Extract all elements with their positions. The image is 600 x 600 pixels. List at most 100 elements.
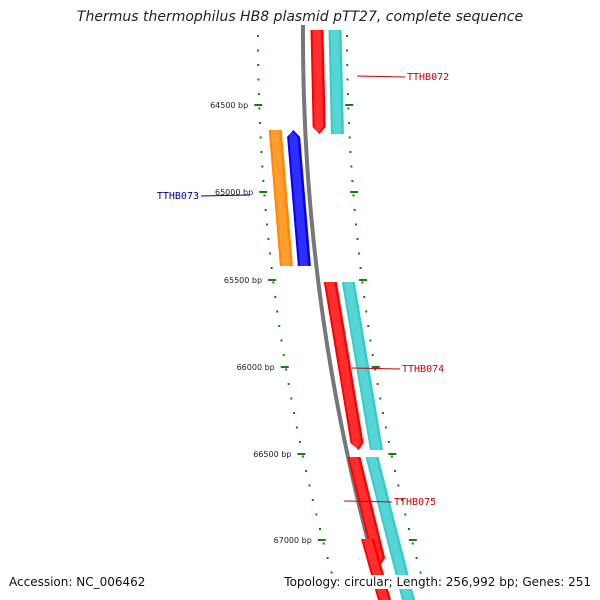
minor-tick-right: [415, 557, 418, 559]
minor-tick-left: [258, 107, 261, 110]
minor-tick-left: [257, 35, 259, 37]
minor-tick-left: [311, 499, 314, 501]
minor-tick-left: [261, 165, 264, 168]
gene-next-cds: [361, 539, 391, 600]
gene-leader-line: [351, 367, 401, 370]
minor-tick-left: [257, 49, 260, 52]
minor-tick-right: [346, 35, 348, 37]
minor-tick-right: [353, 209, 356, 211]
minor-tick-left: [267, 238, 270, 240]
minor-tick-right: [346, 64, 349, 66]
minor-tick-left: [285, 368, 288, 371]
tick-label: 67000 bp: [274, 536, 312, 545]
minor-tick-right: [419, 571, 422, 574]
minor-tick-right: [374, 368, 377, 371]
gene-label-tthb075: TTHB075: [394, 497, 436, 508]
minor-tick-left: [318, 528, 321, 530]
gene-tthb074-gene-shine: [343, 282, 381, 450]
accession-text: Accession: NC_006462: [9, 575, 146, 589]
minor-tick-left: [272, 281, 275, 284]
minor-tick-left: [257, 93, 260, 95]
minor-tick-left: [268, 252, 271, 255]
gene-tthb073-gene-body: [268, 130, 293, 266]
gene-tthb075-cds: [347, 457, 386, 565]
minor-tick-right: [347, 122, 350, 124]
minor-tick-left: [260, 151, 263, 153]
gene-tthb075-gene-body: [365, 457, 415, 600]
gene-leader-line: [343, 500, 393, 503]
minor-tick-right: [411, 542, 414, 545]
minor-tick-left: [301, 455, 304, 458]
minor-tick-right: [355, 223, 357, 226]
gene-tthb072-gene: [328, 30, 344, 134]
minor-tick-left: [308, 484, 311, 487]
minor-tick-left: [295, 426, 298, 429]
minor-tick-right: [369, 339, 372, 342]
minor-tick-right: [352, 194, 355, 197]
minor-tick-left: [293, 412, 296, 414]
gene-tthb074-cds: [323, 282, 364, 450]
gene-label-tthb073: TTHB073: [157, 191, 199, 202]
minor-tick-left: [298, 441, 301, 443]
minor-tick-left: [282, 354, 285, 356]
minor-tick-left: [266, 223, 268, 226]
minor-tick-right: [348, 136, 351, 139]
gene-tthb074-gene-body: [341, 282, 384, 450]
tick-label: 65500 bp: [224, 276, 262, 285]
minor-tick-left: [326, 557, 329, 559]
minor-tick-left: [276, 310, 279, 313]
minor-tick-right: [349, 151, 352, 153]
minor-tick-right: [357, 252, 360, 255]
minor-tick-left: [287, 383, 290, 385]
minor-tick-left: [264, 209, 267, 211]
tick-label: 66500 bp: [253, 450, 291, 459]
minor-tick-right: [361, 281, 364, 284]
minor-tick-left: [305, 470, 308, 472]
minor-tick-right: [387, 441, 390, 443]
gene-tthb074-cds-body: [323, 282, 364, 450]
minor-tick-right: [356, 238, 359, 240]
gene-tthb074-gene: [341, 282, 384, 450]
minor-tick-right: [363, 296, 366, 298]
minor-tick-left: [263, 194, 266, 197]
minor-tick-right: [400, 499, 403, 501]
minor-tick-left: [257, 64, 260, 66]
minor-tick-right: [394, 470, 397, 472]
minor-tick-right: [346, 93, 349, 95]
gene-tthb072-gene-shine: [330, 30, 342, 134]
minor-tick-left: [262, 180, 265, 182]
map-title: Thermus thermophilus HB8 plasmid pTT27, …: [76, 9, 524, 25]
minor-tick-left: [278, 325, 281, 327]
tick-label: 64500 bp: [210, 101, 248, 110]
minor-tick-left: [258, 122, 261, 124]
gene-tthb073-cds: [287, 130, 311, 266]
minor-tick-right: [390, 455, 393, 458]
gene-tthb073-gene-shine: [270, 130, 291, 266]
backbone-line: [300, 24, 387, 600]
minor-tick-right: [404, 513, 407, 516]
gene-tthb074-cds-shine: [325, 282, 362, 450]
gene-tthb075-cds-body: [347, 457, 386, 565]
gene-leader-line: [356, 75, 406, 78]
gene-tthb072-cds-shine: [312, 30, 324, 134]
tick-label: 65000 bp: [215, 188, 253, 197]
gene-tthb073-gene: [268, 130, 293, 266]
minor-tick-right: [359, 267, 362, 269]
minor-tick-right: [346, 49, 349, 52]
gene-tthb075-gene-shine: [367, 457, 413, 600]
minor-tick-right: [347, 107, 350, 110]
minor-tick-right: [367, 325, 370, 327]
minor-tick-left: [270, 267, 273, 269]
minor-tick-right: [379, 397, 382, 400]
minor-tick-right: [376, 383, 379, 385]
minor-tick-right: [384, 426, 387, 429]
tick-label: 66000 bp: [237, 363, 275, 372]
gene-tthb072-cds-body: [310, 30, 326, 134]
gene-label-tthb074: TTHB074: [402, 364, 444, 375]
gene-label-tthb072: TTHB072: [407, 72, 449, 83]
minor-tick-right: [351, 180, 354, 182]
gene-tthb075-cds-shine: [349, 457, 383, 565]
minor-tick-left: [322, 542, 325, 545]
